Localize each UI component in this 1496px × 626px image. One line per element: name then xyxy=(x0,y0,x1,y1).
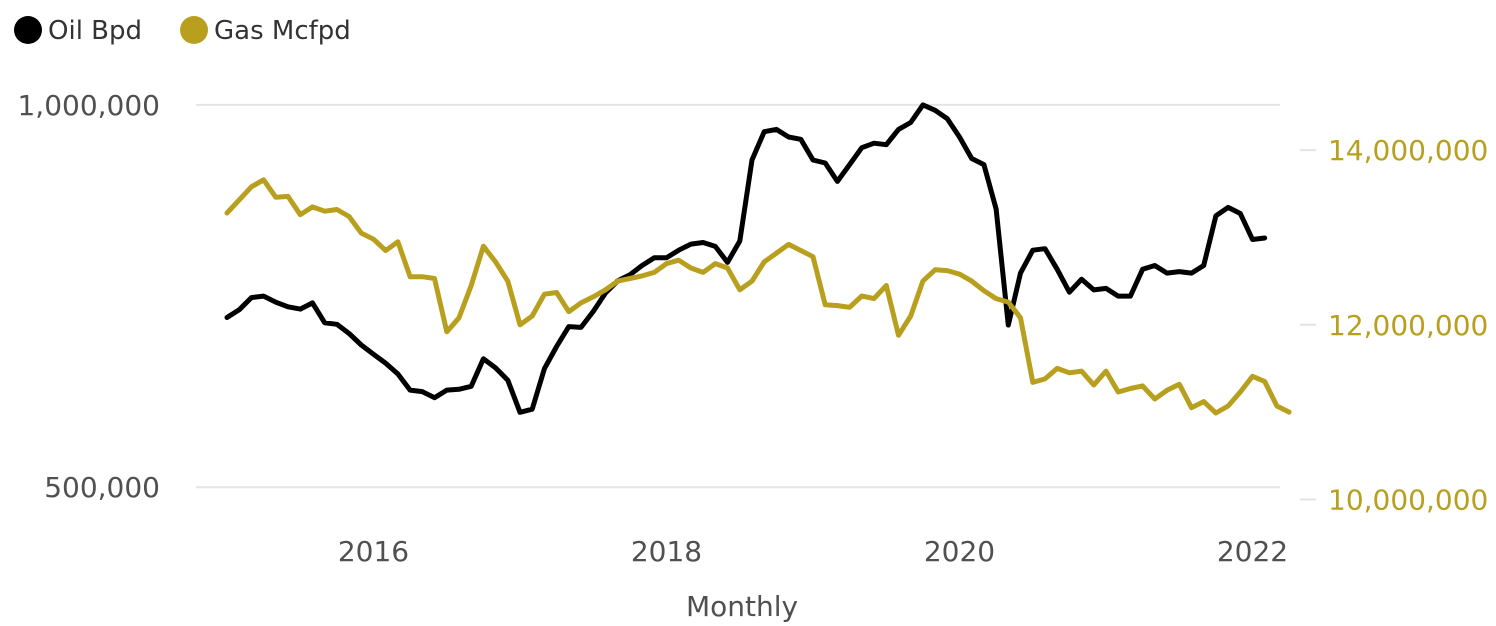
left-axis: 500,000 1,000,000 xyxy=(17,89,160,504)
gridlines xyxy=(196,103,1316,501)
x-tick-label: 2020 xyxy=(924,535,995,568)
legend-marker-gas xyxy=(180,16,208,44)
right-tick-label: 14,000,000 xyxy=(1328,134,1488,167)
legend-label-gas: Gas Mcfpd xyxy=(214,16,351,46)
right-tick-label: 10,000,000 xyxy=(1328,483,1488,516)
left-tick-label: 500,000 xyxy=(44,471,160,504)
legend: Oil Bpd Gas Mcfpd xyxy=(14,16,351,46)
x-tick-label: 2022 xyxy=(1217,535,1288,568)
legend-marker-oil xyxy=(14,16,42,44)
left-tick-label: 1,000,000 xyxy=(17,89,160,122)
series-lines xyxy=(224,102,1292,416)
legend-label-oil: Oil Bpd xyxy=(48,16,142,46)
series-line-oil xyxy=(224,102,1268,415)
x-axis: 2016 2018 2020 2022 xyxy=(338,535,1288,568)
x-tick-label: 2018 xyxy=(631,535,702,568)
series-line-gas xyxy=(224,177,1292,416)
right-tick-label: 12,000,000 xyxy=(1328,309,1488,342)
x-tick-label: 2016 xyxy=(338,535,409,568)
x-axis-title: Monthly xyxy=(686,590,798,623)
right-axis: 10,000,000 12,000,000 14,000,000 xyxy=(1328,134,1488,516)
